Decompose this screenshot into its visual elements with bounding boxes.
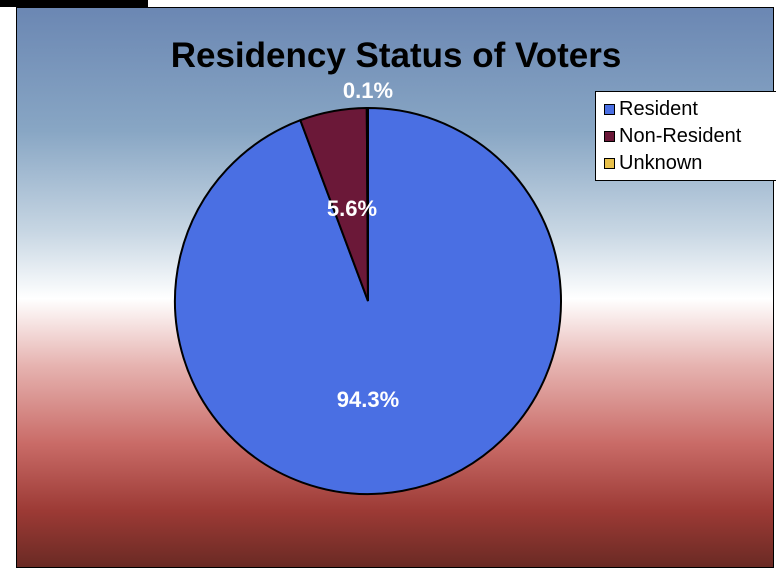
- data-label-unknown: 0.1%: [343, 78, 393, 103]
- chart-area: 94.3% 5.6% 0.1% Residency Status of Voters…: [16, 7, 776, 568]
- pie-chart: 94.3% 5.6% 0.1%: [174, 78, 562, 495]
- legend-item-unknown: Unknown: [604, 150, 776, 177]
- chart-title: Residency Status of Voters: [170, 36, 622, 75]
- data-label-non-resident: 5.6%: [327, 196, 377, 221]
- legend-swatch-non-resident: [604, 131, 615, 142]
- legend-label-unknown: Unknown: [619, 152, 703, 174]
- legend-swatch-unknown: [604, 158, 615, 169]
- legend-label-non-resident: Non-Resident: [619, 125, 742, 147]
- data-label-resident: 94.3%: [337, 387, 399, 412]
- legend-item-resident: Resident: [604, 96, 776, 123]
- top-bar: [0, 0, 148, 7]
- pie-slice-unknown: [365, 106, 369, 302]
- legend-swatch-resident: [604, 104, 615, 115]
- legend: Resident Non-Resident Unknown: [595, 91, 776, 181]
- legend-label-resident: Resident: [619, 98, 698, 120]
- legend-item-non-resident: Non-Resident: [604, 123, 776, 150]
